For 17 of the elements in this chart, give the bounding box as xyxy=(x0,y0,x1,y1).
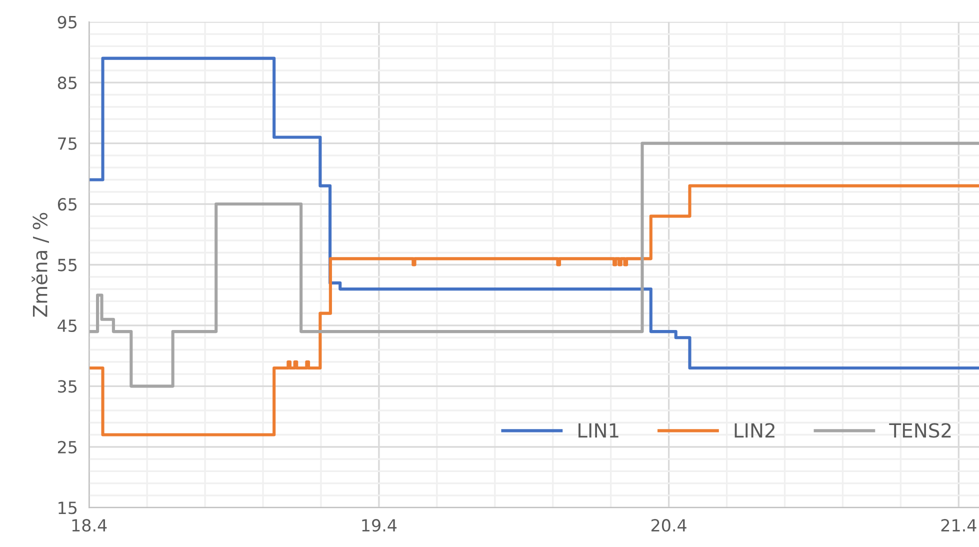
y-axis-title: Změna / % xyxy=(32,212,49,317)
x-tick-label: 20.4 xyxy=(651,519,686,532)
x-tick-label: 21.4 xyxy=(941,519,976,532)
x-tick-label: 19.4 xyxy=(362,519,397,532)
y-tick-label: 15 xyxy=(58,502,77,514)
legend-label: LIN2 xyxy=(734,423,774,438)
y-tick-label: 95 xyxy=(58,16,77,28)
y-tick-label: 35 xyxy=(58,380,77,393)
y-tick-label: 25 xyxy=(58,440,77,454)
y-tick-label: 45 xyxy=(58,320,77,332)
x-tick-label: 18.4 xyxy=(72,519,107,532)
y-tick-label: 55 xyxy=(58,258,77,272)
y-tick-label: 75 xyxy=(58,137,77,150)
legend-label: LIN1 xyxy=(578,423,618,438)
legend-label: TENS2 xyxy=(889,423,951,438)
y-tick-label: 85 xyxy=(58,76,77,90)
y-tick-label: 65 xyxy=(58,198,77,211)
